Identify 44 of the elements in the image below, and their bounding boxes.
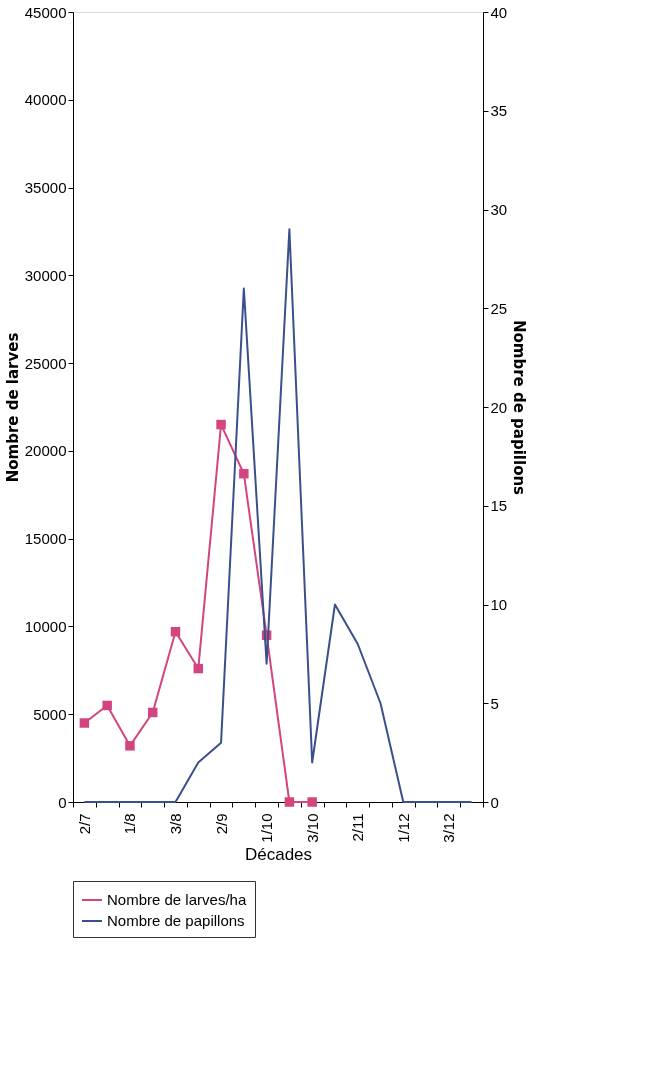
point [307, 797, 317, 807]
line-series [83, 228, 473, 803]
x-tick-label: 1/12 [394, 813, 412, 843]
y2-tick-label: 25 [490, 299, 508, 317]
x-tick-label: 1/8 [121, 813, 139, 835]
point [125, 741, 135, 751]
y-tick-label: 25000 [24, 354, 67, 372]
y-tick-label: 10000 [24, 617, 67, 635]
x-axis-title: Décades [244, 844, 313, 864]
point [284, 797, 295, 807]
point [79, 718, 90, 728]
x-tick-label: 2/9 [212, 813, 230, 835]
point [102, 700, 112, 711]
y2-tick-label: 15 [490, 497, 508, 515]
y2-tick-label: 0 [490, 793, 499, 811]
y-axis-title: Nombre de larves [3, 332, 22, 483]
point [239, 468, 249, 479]
y2-tick-label: 40 [490, 3, 508, 21]
y-tick-label: 45000 [24, 3, 67, 21]
y-tick-label: 15000 [24, 530, 67, 548]
x-tick-label: 2/11 [349, 813, 367, 842]
point [193, 663, 204, 674]
x-tick-label: 3/8 [167, 813, 184, 835]
y-tick-label: 35000 [24, 179, 67, 197]
x-tick-label: 2/7 [75, 813, 93, 835]
y2-axis-title: Nombre de papillons [510, 319, 529, 496]
y-tick-label: 20000 [24, 442, 67, 460]
x-tick-label: 3/10 [303, 813, 321, 843]
x-tick-label: 3/12 [440, 813, 458, 843]
y2-tick-label: 10 [490, 596, 508, 613]
y2-tick-label: 35 [490, 102, 508, 120]
y-tick-label: 30000 [24, 266, 67, 284]
point [147, 707, 158, 718]
point [216, 419, 226, 430]
y2-tick-label: 5 [490, 694, 499, 712]
x-tick-label: 1/10 [258, 813, 276, 843]
legend-label: Nombre de papillons [107, 912, 245, 929]
y-tick-label: 40000 [24, 91, 67, 109]
point [170, 626, 181, 637]
y-tick-label: 0 [58, 793, 67, 811]
y2-tick-label: 20 [490, 398, 508, 416]
y-tick-label: 5000 [33, 705, 67, 723]
y2-tick-label: 30 [490, 201, 508, 218]
legend-label: Nombre de larves/ha [107, 891, 247, 908]
